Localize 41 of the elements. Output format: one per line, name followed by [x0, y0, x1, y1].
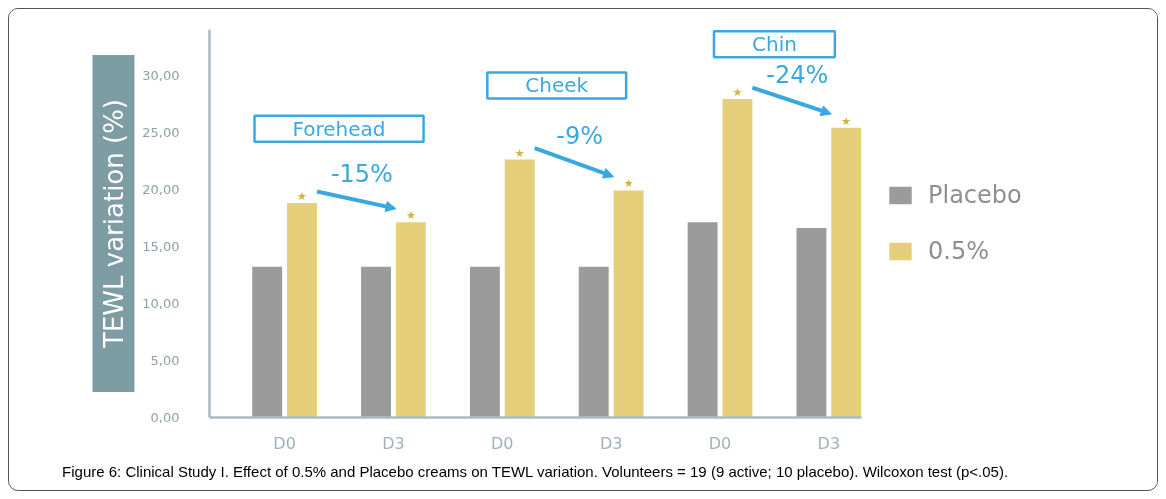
annotation: Cheek — [525, 73, 589, 98]
data-label: ★ — [297, 189, 308, 203]
x-tick-label: D3 — [817, 433, 841, 453]
legend-label: Placebo — [928, 181, 1022, 209]
data-label: ★ — [623, 177, 634, 191]
bar — [504, 159, 535, 418]
y-tick-label: 5,00 — [150, 352, 180, 368]
bar — [287, 202, 317, 418]
bar — [395, 222, 426, 418]
legend-label: 0.5% — [928, 237, 989, 265]
bar — [796, 228, 827, 418]
annotation: -15% — [330, 159, 393, 188]
annotation: Chin — [751, 32, 797, 57]
x-tick-label: D0 — [491, 433, 514, 453]
y-tick-label: 25,00 — [142, 124, 180, 140]
annotation: Forehead — [292, 116, 386, 141]
annotation: -9% — [556, 122, 603, 151]
data-label: ★ — [514, 146, 525, 160]
x-tick-label: D0 — [273, 433, 296, 453]
bar — [831, 127, 862, 418]
x-tick-label: D0 — [708, 433, 732, 453]
bar — [722, 99, 753, 418]
data-label: ★ — [841, 114, 852, 128]
data-label: ★ — [732, 86, 743, 100]
bar — [578, 266, 609, 418]
bar — [361, 266, 391, 418]
y-tick-label: 15,00 — [142, 238, 180, 254]
caption: Figure 6: Clinical Study I. Effect of 0.5% and Placebo creams on TEWL variation. Volunteers = 19 (9 active; 10 placebo). Wilcoxon test (p<.05). — [62, 462, 1009, 480]
data-label: ★ — [405, 209, 416, 223]
bar — [687, 222, 718, 418]
y-tick-label: 30,00 — [142, 67, 180, 83]
x-tick-label: D3 — [382, 433, 405, 453]
y-axis-title: TEWL variation (%) — [98, 99, 129, 349]
bar — [613, 190, 644, 418]
bar — [252, 266, 283, 418]
bar — [469, 266, 500, 418]
annotation: -24% — [766, 60, 829, 89]
x-tick-label: D3 — [599, 433, 623, 453]
y-tick-label: 20,00 — [142, 181, 180, 197]
y-tick-label: 0,00 — [150, 410, 180, 425]
y-tick-label: 10,00 — [142, 295, 180, 311]
